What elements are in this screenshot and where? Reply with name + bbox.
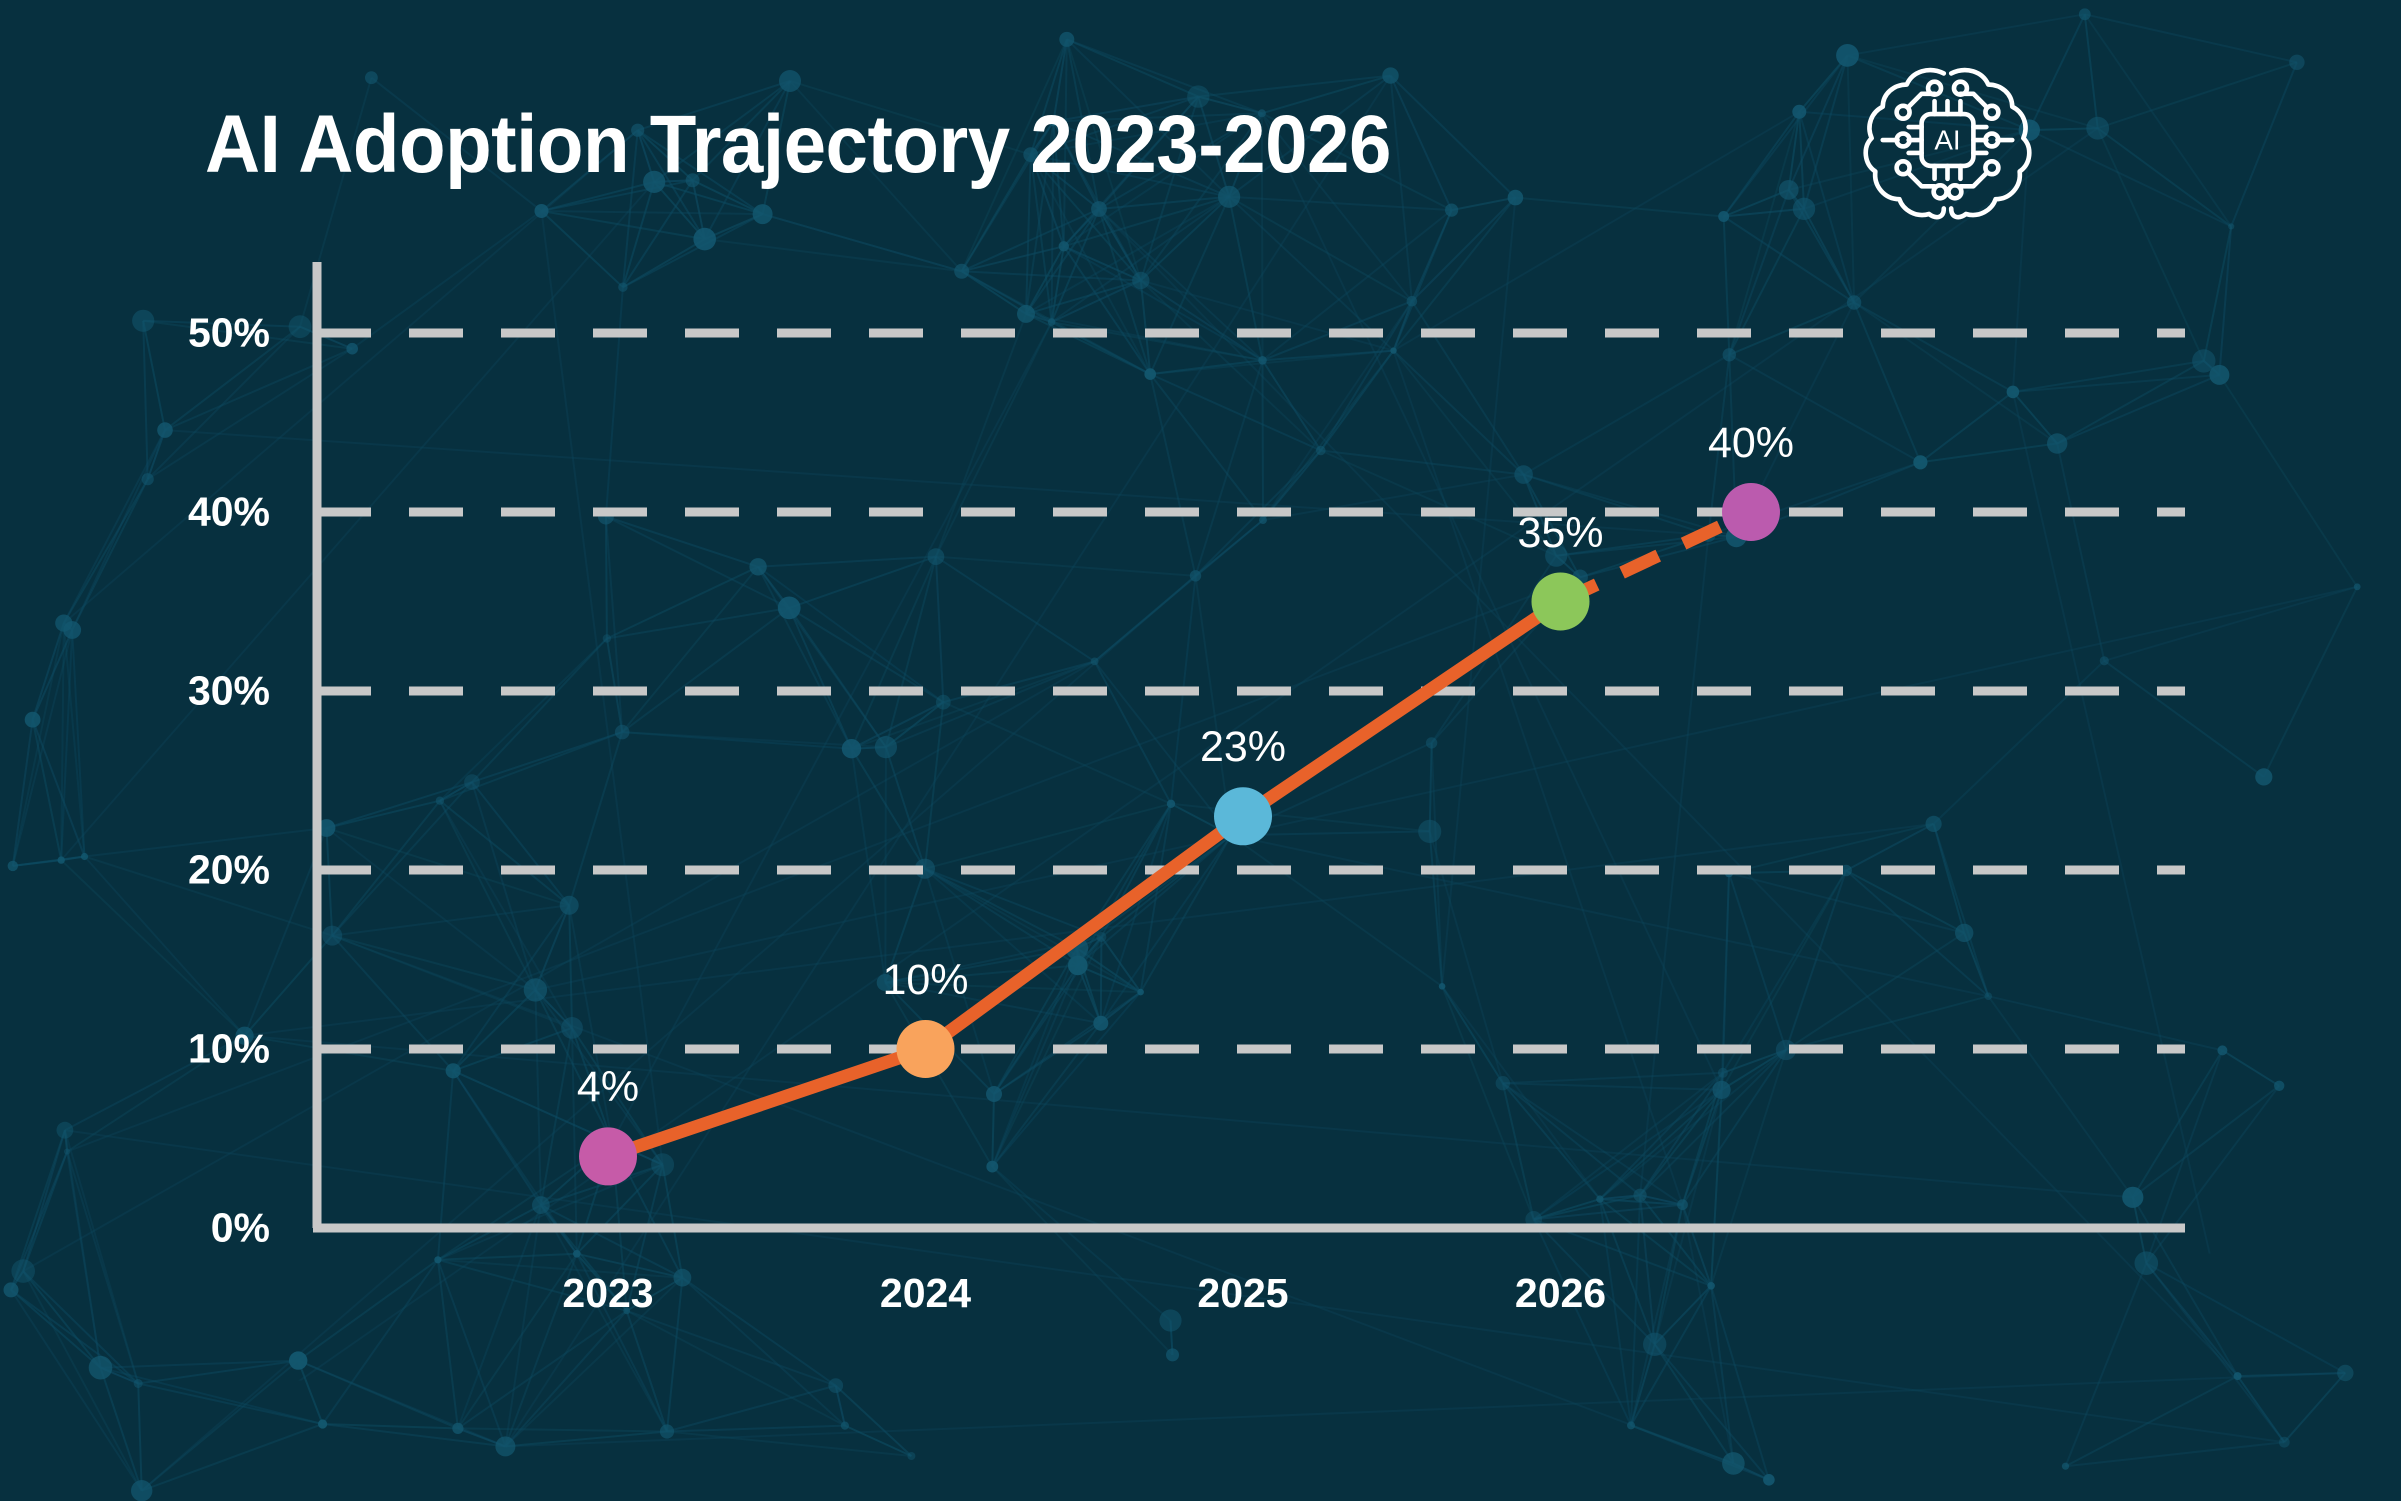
data-point-value-label: 23% (1133, 723, 1353, 772)
data-point-value-label: 4% (498, 1063, 718, 1112)
data-point-marker[interactable] (579, 1127, 637, 1185)
trend-line-segment (1243, 602, 1561, 817)
data-point-marker[interactable] (1722, 483, 1780, 541)
data-point-value-label: 40% (1641, 419, 1861, 468)
x-axis-tick-2026: 2026 (1461, 1270, 1661, 1317)
y-axis-tick-50pct: 50% (120, 310, 270, 357)
trend-line-segment (926, 816, 1244, 1049)
y-axis-tick-10pct: 10% (120, 1026, 270, 1073)
y-axis-tick-30pct: 30% (120, 668, 270, 715)
x-axis-tick-2023: 2023 (508, 1270, 708, 1317)
data-point-value-label: 10% (816, 956, 1036, 1005)
gridlines (317, 333, 2185, 1049)
data-point-marker[interactable] (897, 1020, 955, 1078)
y-axis-tick-40pct: 40% (120, 489, 270, 536)
data-point-value-label: 35% (1451, 509, 1671, 558)
x-axis-tick-2024: 2024 (826, 1270, 1026, 1317)
y-axis-tick-0pct: 0% (120, 1205, 270, 1252)
y-axis-tick-20pct: 20% (120, 847, 270, 894)
data-point-marker[interactable] (1214, 787, 1272, 845)
x-axis-tick-2025: 2025 (1143, 1270, 1343, 1317)
chart-canvas: AI Adoption Trajectory 2023-2026 AI (0, 0, 2401, 1501)
data-point-marker[interactable] (1532, 573, 1590, 631)
data-markers (579, 483, 1780, 1185)
